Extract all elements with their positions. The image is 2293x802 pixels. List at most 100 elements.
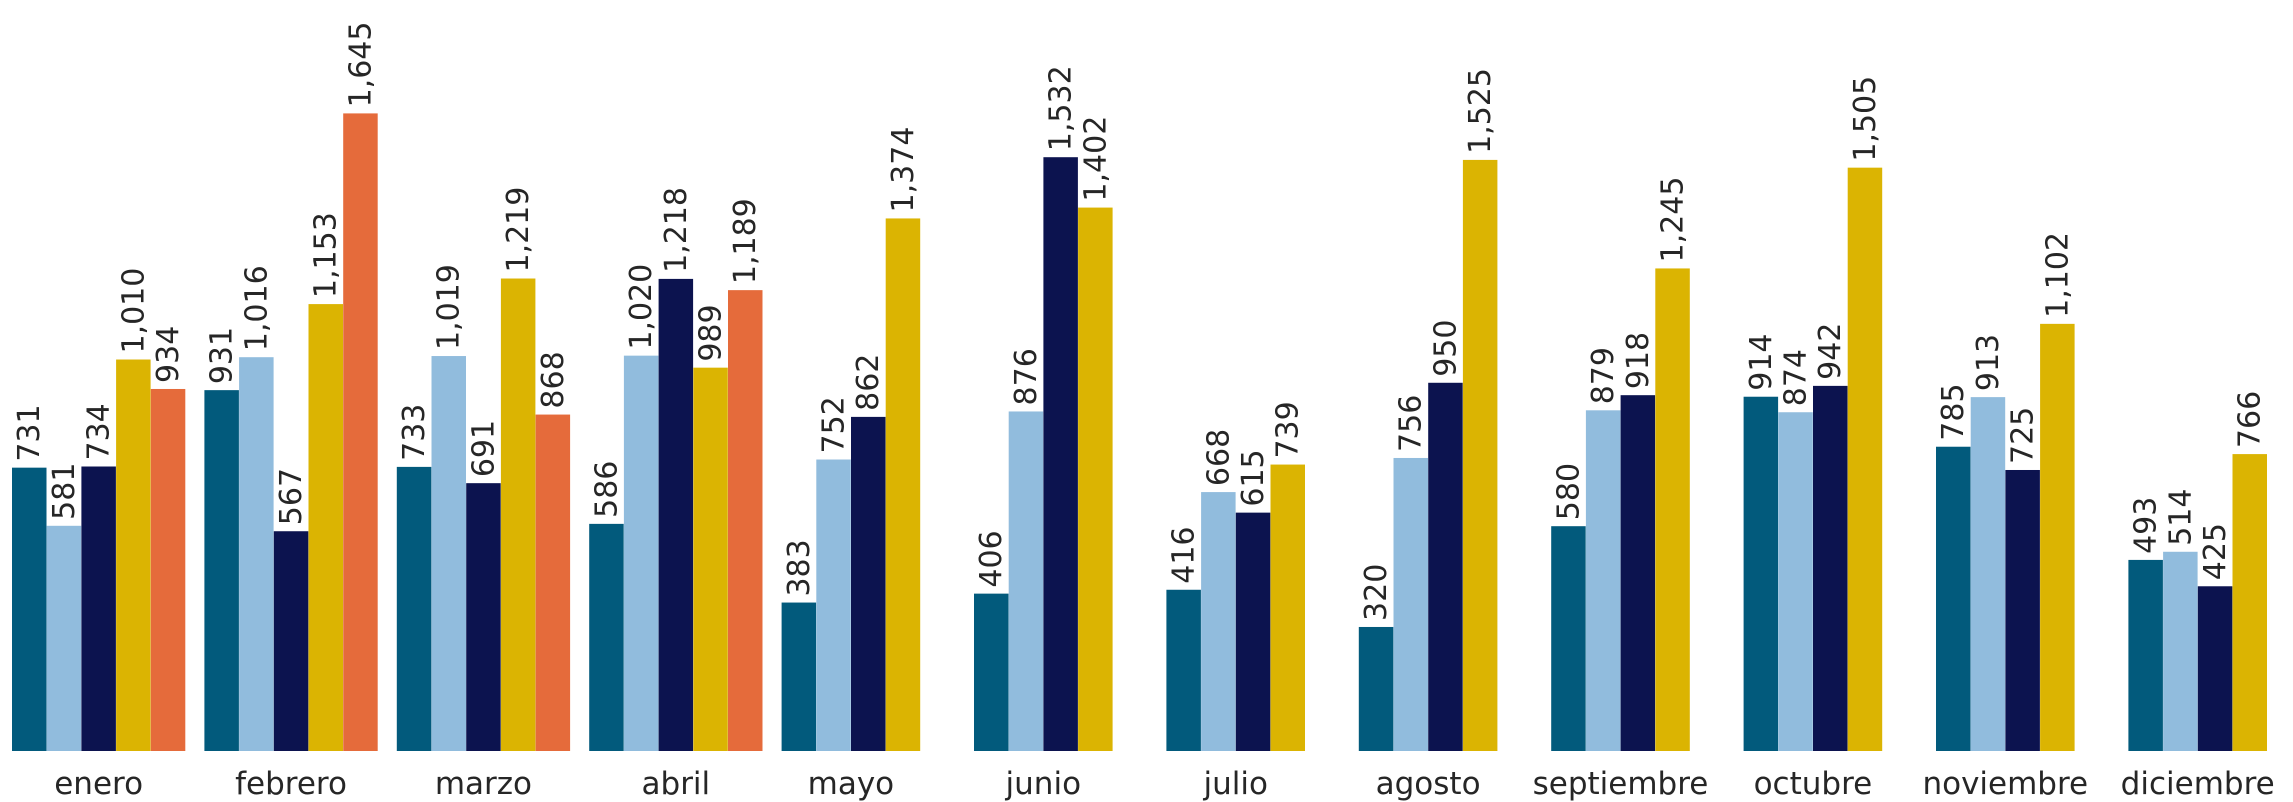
data-label-abril-s2: 1,020 — [624, 264, 659, 350]
bar-abril-s3 — [658, 278, 694, 751]
data-label-noviembre-s2: 913 — [1971, 334, 2006, 391]
data-label-agosto-s1: 320 — [1359, 564, 1394, 621]
bar-octubre-s1 — [1743, 396, 1779, 751]
bar-julio-s1 — [1166, 589, 1201, 751]
bars-layer — [12, 113, 2267, 751]
data-label-febrero-s2: 1,016 — [239, 265, 274, 351]
data-label-septiembre-s2: 879 — [1586, 347, 1621, 404]
bar-septiembre-s2 — [1585, 410, 1621, 751]
bar-diciembre-s2 — [2163, 551, 2198, 751]
data-label-julio-s1: 416 — [1167, 526, 1202, 583]
bar-febrero-s3 — [273, 531, 309, 751]
data-label-enero-s3: 734 — [82, 403, 117, 460]
bar-enero-s5 — [150, 388, 186, 751]
bar-marzo-s2 — [431, 356, 466, 751]
data-label-junio-s4: 1,402 — [1078, 116, 1113, 202]
category-labels-layer: enero febrero marzo abril mayo junio julio agos… — [54, 766, 2274, 802]
x-tick-label-julio: julio — [1202, 766, 1267, 802]
bar-septiembre-s1 — [1551, 526, 1586, 751]
data-label-noviembre-s4: 1,102 — [2040, 232, 2075, 318]
bar-julio-s2 — [1201, 492, 1236, 751]
bar-noviembre-s3 — [2005, 469, 2040, 751]
data-label-octubre-s3: 942 — [1813, 323, 1848, 380]
bar-agosto-s2 — [1393, 457, 1428, 751]
bar-octubre-s3 — [1813, 385, 1848, 751]
bar-febrero-s2 — [239, 357, 274, 751]
data-label-octubre-s2: 874 — [1779, 349, 1814, 406]
data-label-octubre-s1: 914 — [1744, 333, 1779, 390]
x-tick-label-marzo: marzo — [435, 766, 532, 802]
bar-diciembre-s3 — [2197, 586, 2233, 751]
x-tick-label-enero: enero — [54, 766, 143, 802]
bar-octubre-s2 — [1778, 412, 1813, 751]
data-label-marzo-s1: 733 — [397, 404, 432, 461]
bar-marzo-s1 — [396, 466, 432, 751]
bar-noviembre-s2 — [1970, 397, 2006, 751]
data-label-mayo-s3: 862 — [851, 354, 886, 411]
bar-junio-s1 — [974, 593, 1009, 751]
x-tick-label-septiembre: septiembre — [1533, 766, 1709, 802]
bar-diciembre-s1 — [2128, 559, 2163, 751]
bar-junio-s2 — [1008, 411, 1044, 751]
data-label-mayo-s2: 752 — [817, 396, 852, 453]
bar-enero-s4 — [116, 359, 151, 751]
data-label-junio-s3: 1,532 — [1044, 65, 1079, 151]
bar-mayo-s2 — [816, 459, 851, 751]
data-label-marzo-s3: 691 — [466, 420, 501, 477]
data-label-agosto-s3: 950 — [1428, 320, 1463, 377]
data-label-agosto-s4: 1,525 — [1463, 68, 1498, 154]
data-label-diciembre-s2: 514 — [2163, 489, 2198, 546]
x-tick-label-octubre: octubre — [1754, 766, 1873, 802]
data-label-enero-s5: 934 — [151, 326, 186, 383]
data-label-mayo-s1: 383 — [782, 539, 817, 596]
bar-agosto-s3 — [1428, 382, 1463, 751]
bar-abril-s5 — [728, 290, 763, 751]
bar-julio-s3 — [1235, 512, 1271, 751]
bar-junio-s3 — [1043, 157, 1078, 751]
data-label-mayo-s4: 1,374 — [886, 127, 921, 213]
x-tick-label-diciembre: diciembre — [2121, 766, 2275, 802]
data-label-julio-s4: 739 — [1271, 401, 1306, 458]
data-label-abril-s1: 586 — [589, 461, 624, 518]
data-label-septiembre-s4: 1,245 — [1656, 177, 1691, 263]
bar-abril-s2 — [623, 355, 659, 751]
data-label-junio-s1: 406 — [974, 530, 1009, 587]
bar-noviembre-s1 — [1936, 446, 1971, 751]
data-label-febrero-s3: 567 — [274, 468, 309, 525]
data-label-abril-s4: 989 — [694, 304, 729, 361]
data-label-noviembre-s1: 785 — [1936, 383, 1971, 440]
bar-mayo-s3 — [851, 416, 886, 751]
data-label-junio-s2: 876 — [1009, 348, 1044, 405]
bar-marzo-s4 — [500, 278, 536, 751]
data-label-octubre-s4: 1,505 — [1848, 76, 1883, 162]
data-label-septiembre-s3: 918 — [1621, 332, 1656, 389]
data-label-noviembre-s3: 725 — [2006, 407, 2041, 464]
data-label-diciembre-s4: 766 — [2233, 391, 2268, 448]
data-label-abril-s5: 1,189 — [728, 198, 763, 284]
bar-mayo-s1 — [781, 602, 817, 751]
bar-marzo-s5 — [535, 414, 571, 751]
bar-agosto-s1 — [1358, 626, 1394, 751]
bar-febrero-s1 — [204, 390, 239, 751]
data-label-marzo-s5: 868 — [536, 351, 571, 408]
data-label-septiembre-s1: 580 — [1551, 463, 1586, 520]
bar-enero-s2 — [46, 525, 82, 751]
bar-abril-s1 — [589, 523, 624, 751]
bar-abril-s4 — [693, 367, 728, 751]
x-tick-label-junio: junio — [1005, 766, 1082, 802]
bar-octubre-s4 — [1847, 167, 1883, 751]
bar-mayo-s4 — [885, 218, 921, 751]
data-label-enero-s2: 581 — [47, 463, 82, 520]
bar-julio-s4 — [1270, 464, 1305, 751]
data-label-agosto-s2: 756 — [1394, 395, 1429, 452]
bar-septiembre-s4 — [1655, 268, 1690, 751]
data-label-diciembre-s3: 425 — [2198, 523, 2233, 580]
bar-enero-s3 — [81, 466, 116, 751]
bar-diciembre-s4 — [2232, 454, 2267, 751]
data-label-enero-s1: 731 — [12, 404, 47, 461]
data-label-febrero-s4: 1,153 — [309, 212, 344, 298]
x-tick-label-agosto: agosto — [1376, 766, 1481, 802]
data-label-julio-s2: 668 — [1201, 429, 1236, 486]
bar-marzo-s3 — [466, 483, 501, 751]
